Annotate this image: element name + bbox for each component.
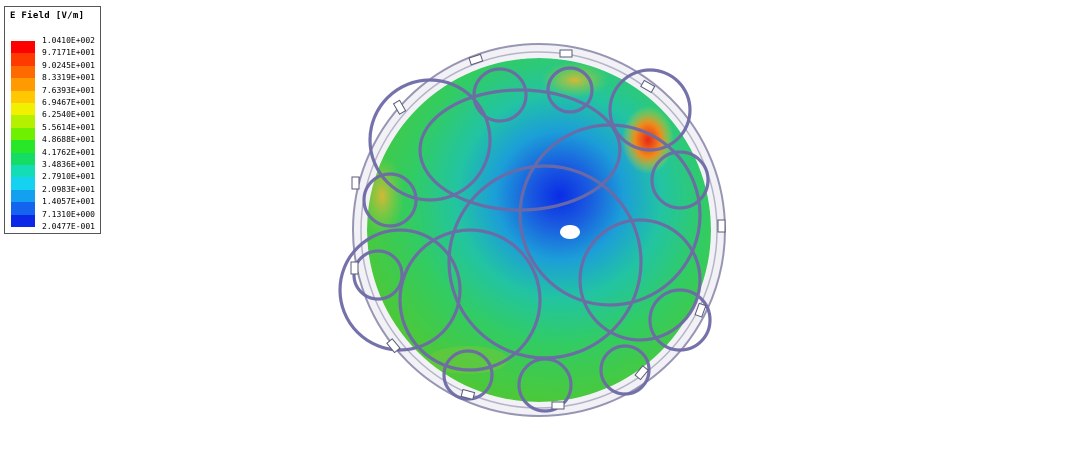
legend-swatch [11,152,35,165]
coil-loop [442,349,494,401]
color-legend: E Field [V/m] 1.0410E+002 9.7171E+001 9.02… [4,6,101,234]
legend-swatch [11,41,35,54]
legend-tick-label: 3.4836E+001 [42,160,95,169]
coil-loop [517,357,573,413]
legend-swatch [11,140,35,153]
coil-loop [650,150,710,210]
legend-tick-label: 2.0477E-001 [42,222,95,231]
coil-loop [599,344,651,396]
legend-swatch [11,103,35,116]
legend-tick-label: 4.1762E+001 [42,147,95,157]
coil-loop [352,249,404,301]
legend-tick-label: 1.4057E+001 [42,197,95,207]
coil-loop [338,228,462,352]
coil-loop [546,66,594,114]
legend-swatch [11,189,35,203]
legend-tick-label: 2.0983E+001 [42,184,95,194]
coil-loop [398,228,542,372]
legend-swatch [11,115,35,128]
legend-tick-label: 7.1310E+000 [42,209,95,219]
coil-loop [362,172,418,228]
legend-swatch [11,65,35,79]
legend-tick-label: 6.2540E+001 [42,110,95,120]
coil-loop [578,218,702,342]
inner-shell [360,51,718,409]
legend-swatch [11,165,35,178]
legend-tick-label: 7.6393E+001 [42,85,95,95]
connector-tabs [350,49,726,410]
legend-tick-label: 5.5614E+001 [42,122,95,132]
coil-loop [418,88,622,212]
legend-swatch [11,90,35,103]
legend-title: E Field [V/m] [10,11,85,21]
coil-loop [368,78,492,202]
legend-swatch [11,78,35,91]
legend-tick-label: 2.7910E+001 [42,172,95,182]
legend-tick-label: 1.0410E+002 [42,36,95,45]
coil-loop [608,68,692,152]
legend-tick-label: 9.7171E+001 [42,48,95,58]
legend-swatch [11,214,35,227]
legend-swatch [11,53,35,66]
legend-swatch [11,177,35,190]
legend-tick-label: 9.0245E+001 [42,60,95,70]
legend-tick-label: 4.8688E+001 [42,135,95,145]
coil-loop [648,288,712,352]
legend-swatch [11,127,35,141]
legend-swatch [11,202,35,215]
legend-tick-label: 6.9467E+001 [42,98,95,107]
legend-tick-label: 8.3319E+001 [42,73,95,83]
coil-array [338,66,712,413]
